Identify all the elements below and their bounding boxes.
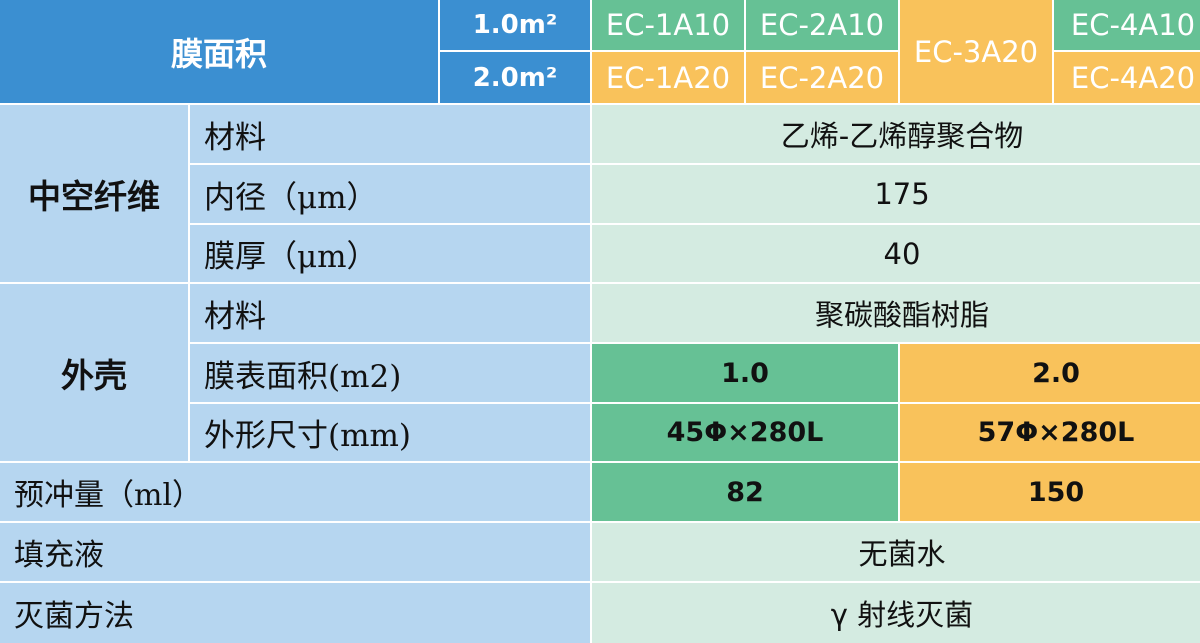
housing-material-value: 聚碳酸酯树脂 bbox=[592, 284, 1200, 342]
outer-size-value-1: 45Φ×280L bbox=[592, 404, 898, 461]
membrane-thickness-label: 膜厚（μm） bbox=[190, 225, 590, 282]
area-2-header: 2.0m² bbox=[440, 52, 590, 103]
fiber-material-value: 乙烯-乙烯醇聚合物 bbox=[592, 105, 1200, 163]
housing-group-label: 外壳 bbox=[0, 284, 188, 461]
membrane-thickness-value: 40 bbox=[592, 225, 1200, 282]
fiber-material-label: 材料 bbox=[190, 105, 590, 163]
inner-diameter-label: 内径（μm） bbox=[190, 165, 590, 223]
priming-volume-label: 预冲量（ml） bbox=[0, 463, 590, 521]
sterilization-label: 灭菌方法 bbox=[0, 583, 590, 643]
membrane-surface-area-value-2: 2.0 bbox=[900, 344, 1200, 402]
model-ec-4a10: EC-4A10 bbox=[1054, 0, 1200, 50]
model-ec-3a20: EC-3A20 bbox=[900, 0, 1052, 103]
priming-volume-value-2: 150 bbox=[900, 463, 1200, 521]
outer-size-label: 外形尺寸(mm) bbox=[190, 404, 590, 461]
hollow-fiber-group-label: 中空纤维 bbox=[0, 105, 188, 282]
membrane-area-header: 膜面积 bbox=[0, 0, 438, 103]
model-ec-2a20: EC-2A20 bbox=[746, 52, 898, 103]
inner-diameter-value: 175 bbox=[592, 165, 1200, 223]
outer-size-value-2: 57Φ×280L bbox=[900, 404, 1200, 461]
priming-volume-value-1: 82 bbox=[592, 463, 898, 521]
model-ec-2a10: EC-2A10 bbox=[746, 0, 898, 50]
area-1-header: 1.0m² bbox=[440, 0, 590, 50]
sterilization-value: γ 射线灭菌 bbox=[592, 583, 1200, 643]
filling-liquid-label: 填充液 bbox=[0, 523, 590, 581]
model-ec-4a20: EC-4A20 bbox=[1054, 52, 1200, 103]
filling-liquid-value: 无菌水 bbox=[592, 523, 1200, 581]
model-ec-1a20: EC-1A20 bbox=[592, 52, 744, 103]
model-ec-1a10: EC-1A10 bbox=[592, 0, 744, 50]
housing-material-label: 材料 bbox=[190, 284, 590, 342]
membrane-surface-area-label: 膜表面积(m2) bbox=[190, 344, 590, 402]
membrane-surface-area-value-1: 1.0 bbox=[592, 344, 898, 402]
